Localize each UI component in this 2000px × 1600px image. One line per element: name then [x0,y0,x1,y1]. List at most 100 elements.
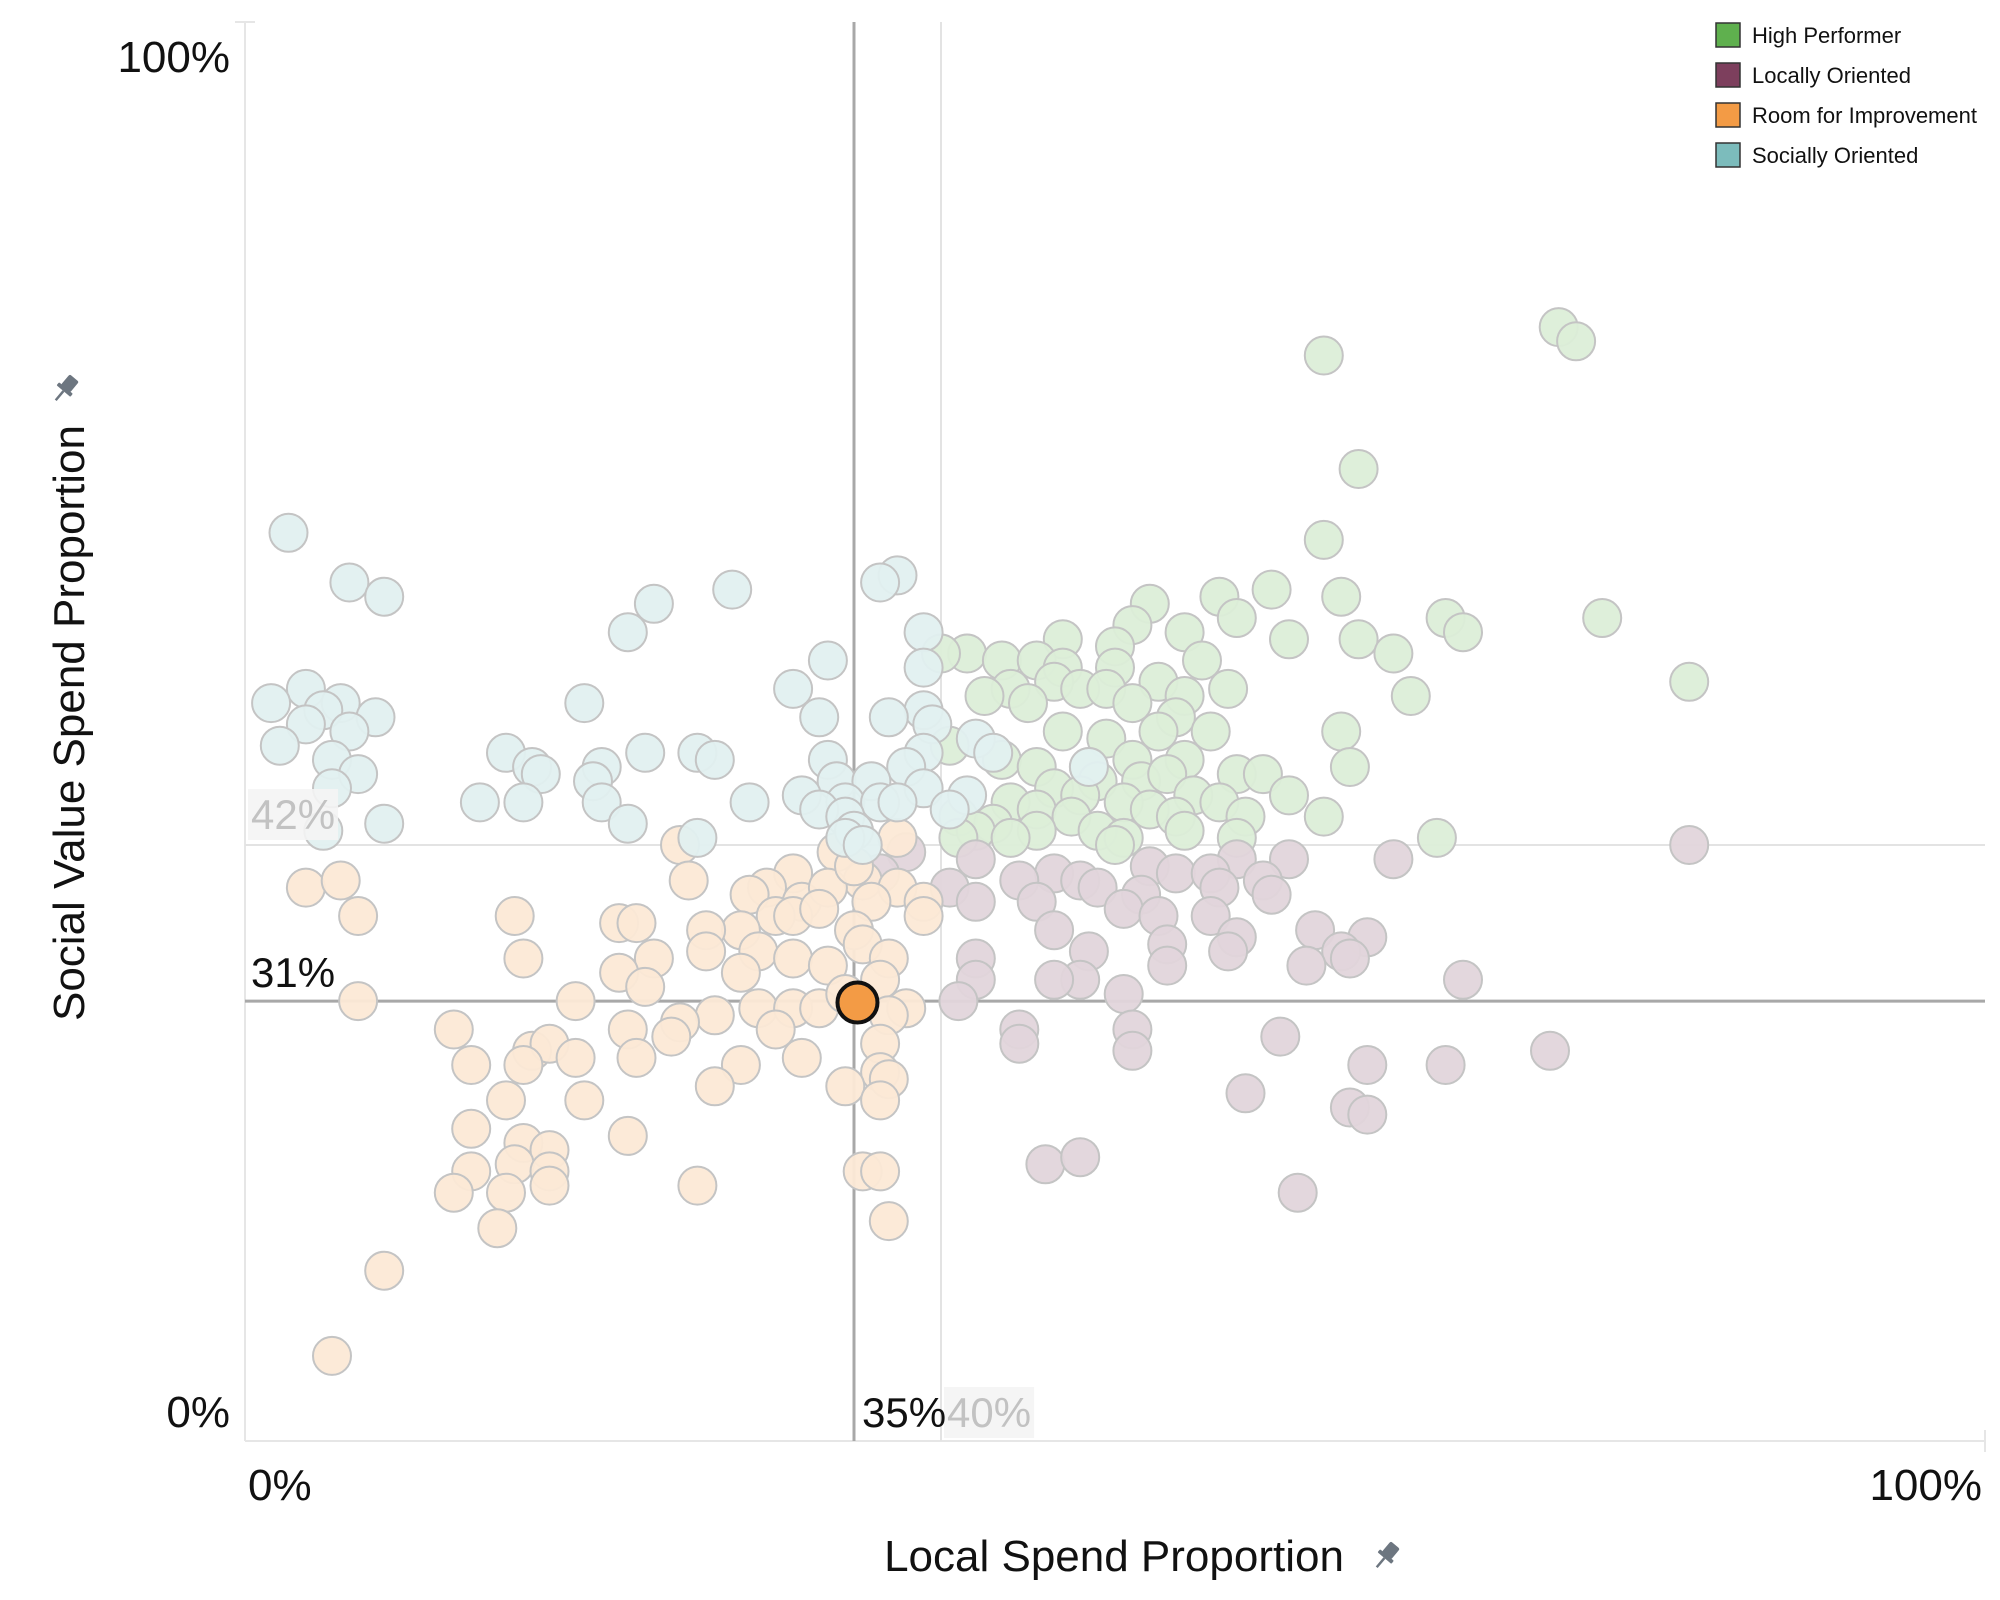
data-point[interactable] [1269,839,1309,880]
data-point[interactable] [564,683,605,724]
data-point[interactable] [503,938,544,979]
data-point[interactable] [677,817,718,858]
data-point[interactable] [825,1066,866,1107]
data-point[interactable] [1390,676,1431,716]
data-point[interactable] [477,1208,518,1249]
data-point[interactable] [285,704,326,745]
data-point[interactable] [903,647,944,688]
y-axis-pin-icon[interactable] [49,372,81,406]
data-point[interactable] [720,1045,761,1085]
data-point[interactable] [564,1080,605,1121]
data-point[interactable] [781,1037,822,1078]
data-point[interactable] [285,867,326,908]
data-point[interactable] [1347,1045,1388,1085]
legend-item[interactable]: Socially Oriented [1715,142,1918,168]
legend-item[interactable]: Locally Oriented [1715,62,1911,88]
data-point[interactable] [1103,974,1144,1014]
data-point[interactable] [1416,817,1457,858]
data-point[interactable] [1164,810,1205,851]
data-point[interactable] [1556,321,1597,362]
data-point[interactable] [1269,775,1309,816]
data-point[interactable] [1138,711,1179,752]
data-point[interactable] [616,1037,657,1078]
data-point[interactable] [1068,747,1109,787]
data-point[interactable] [268,512,309,553]
data-point[interactable] [1321,576,1362,617]
data-point[interactable] [773,668,814,709]
data-point[interactable] [929,789,970,830]
data-point[interactable] [581,782,622,823]
data-point[interactable] [1303,335,1344,376]
data-point[interactable] [1303,796,1344,837]
data-point[interactable] [668,860,709,901]
data-point[interactable] [1147,945,1188,986]
data-point[interactable] [799,888,840,929]
data-point[interactable] [694,739,735,780]
data-point[interactable] [729,782,770,823]
data-point[interactable] [1025,1144,1066,1185]
data-point[interactable] [1373,839,1414,880]
data-point[interactable] [860,1080,901,1121]
data-point[interactable] [1225,1073,1266,1114]
data-point[interactable] [1321,711,1362,752]
data-point[interactable] [503,782,544,823]
data-point[interactable] [1251,569,1292,610]
data-point[interactable] [1347,1094,1388,1135]
data-point[interactable] [555,981,596,1022]
data-point[interactable] [1112,683,1153,724]
data-point[interactable] [773,938,814,979]
data-point[interactable] [964,676,1005,716]
data-point[interactable] [625,732,666,773]
data-point[interactable] [868,1201,909,1242]
data-point[interactable] [955,881,996,922]
data-point[interactable] [1669,825,1710,865]
data-point[interactable] [694,995,735,1036]
data-point[interactable] [973,732,1014,773]
data-point[interactable] [1060,1137,1101,1178]
data-point[interactable] [1034,910,1075,951]
x-axis-pin-icon[interactable] [1370,1539,1402,1573]
data-point[interactable] [1443,612,1483,653]
data-point[interactable] [1155,853,1196,894]
data-point[interactable] [1103,888,1144,929]
data-point[interactable] [999,1023,1040,1064]
data-point[interactable] [555,1037,596,1078]
data-point[interactable] [1216,598,1257,638]
data-point[interactable] [1443,959,1483,1000]
data-point[interactable] [860,1151,901,1192]
data-point[interactable] [1147,754,1188,795]
data-point[interactable] [503,1045,544,1085]
data-point[interactable] [1329,938,1370,979]
data-point[interactable] [1286,945,1327,986]
data-point[interactable] [338,981,379,1022]
data-point[interactable] [1338,449,1379,489]
data-point[interactable] [720,952,761,993]
data-point[interactable] [259,725,300,766]
data-point[interactable] [1182,640,1222,681]
data-point[interactable] [1208,931,1249,972]
data-point[interactable] [651,1016,692,1057]
data-point[interactable] [1338,619,1379,660]
data-point[interactable] [1425,1045,1466,1085]
data-point[interactable] [1530,1030,1570,1071]
data-point[interactable] [1042,711,1083,752]
data-point[interactable] [1669,661,1710,702]
data-point[interactable] [1373,633,1414,674]
data-point[interactable] [320,860,361,901]
data-point[interactable] [1260,1016,1301,1057]
data-point[interactable] [329,562,370,603]
data-point[interactable] [486,1172,526,1213]
data-point[interactable] [1303,519,1344,560]
data-point[interactable] [677,1165,718,1206]
data-point[interactable] [1112,1030,1153,1071]
data-point[interactable] [938,981,979,1022]
data-point[interactable] [955,839,996,880]
data-point[interactable] [1251,874,1292,915]
data-point[interactable] [433,1172,474,1213]
data-point[interactable] [842,825,883,865]
data-point[interactable] [1582,598,1623,638]
data-point[interactable] [607,1115,648,1156]
data-point[interactable] [1190,711,1231,752]
data-point[interactable] [312,1335,352,1376]
data-point[interactable] [1034,959,1075,1000]
